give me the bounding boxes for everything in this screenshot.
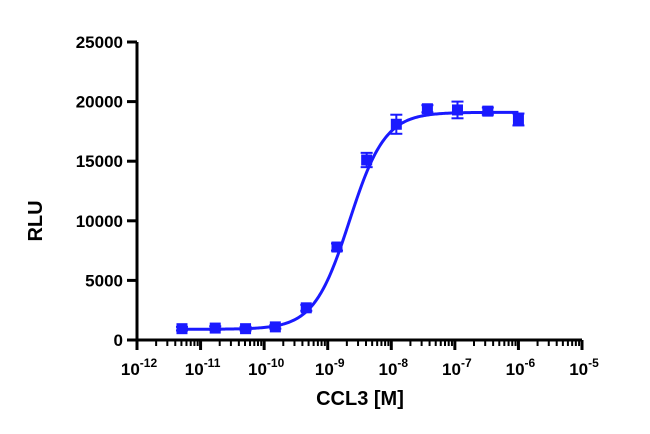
y-axis: 0 5000 10000 15000 20000 25000 [76,33,137,350]
y-tick-label: 15000 [76,152,123,171]
x-tick-label: 10-5 [569,356,599,379]
y-tick-label: 5000 [85,271,123,290]
x-tick-label: 10-8 [378,356,408,379]
y-tick-label: 10000 [76,212,123,231]
x-tick-label: 10-6 [506,356,536,379]
x-tick-label: 10-11 [185,356,221,379]
x-axis: 10-12 10-11 10-10 10-9 10-8 10-7 10-6 10-5 [121,340,599,379]
data-point [422,103,433,114]
x-tick-label: 10-9 [315,356,345,379]
data-point [482,106,493,117]
x-tick-label: 10-10 [248,356,285,379]
data-point [240,323,251,334]
y-tick-label: 0 [114,331,123,350]
data-point [332,242,343,253]
y-axis-title: RLU [25,200,47,241]
fit-curve [182,112,518,329]
y-tick-label: 20000 [76,93,123,112]
data-point [391,119,402,130]
y-tick-label: 25000 [76,33,123,52]
data-point [452,104,463,115]
data-point [210,323,221,334]
data-point [513,114,524,125]
data-point [176,323,187,334]
x-axis-title: CCL3 [M] [316,388,404,410]
plot-area [176,102,524,335]
data-point [270,321,281,332]
data-point [361,155,372,166]
x-tick-label: 10-7 [442,356,472,379]
x-tick-label: 10-12 [121,356,158,379]
data-point [301,302,312,313]
